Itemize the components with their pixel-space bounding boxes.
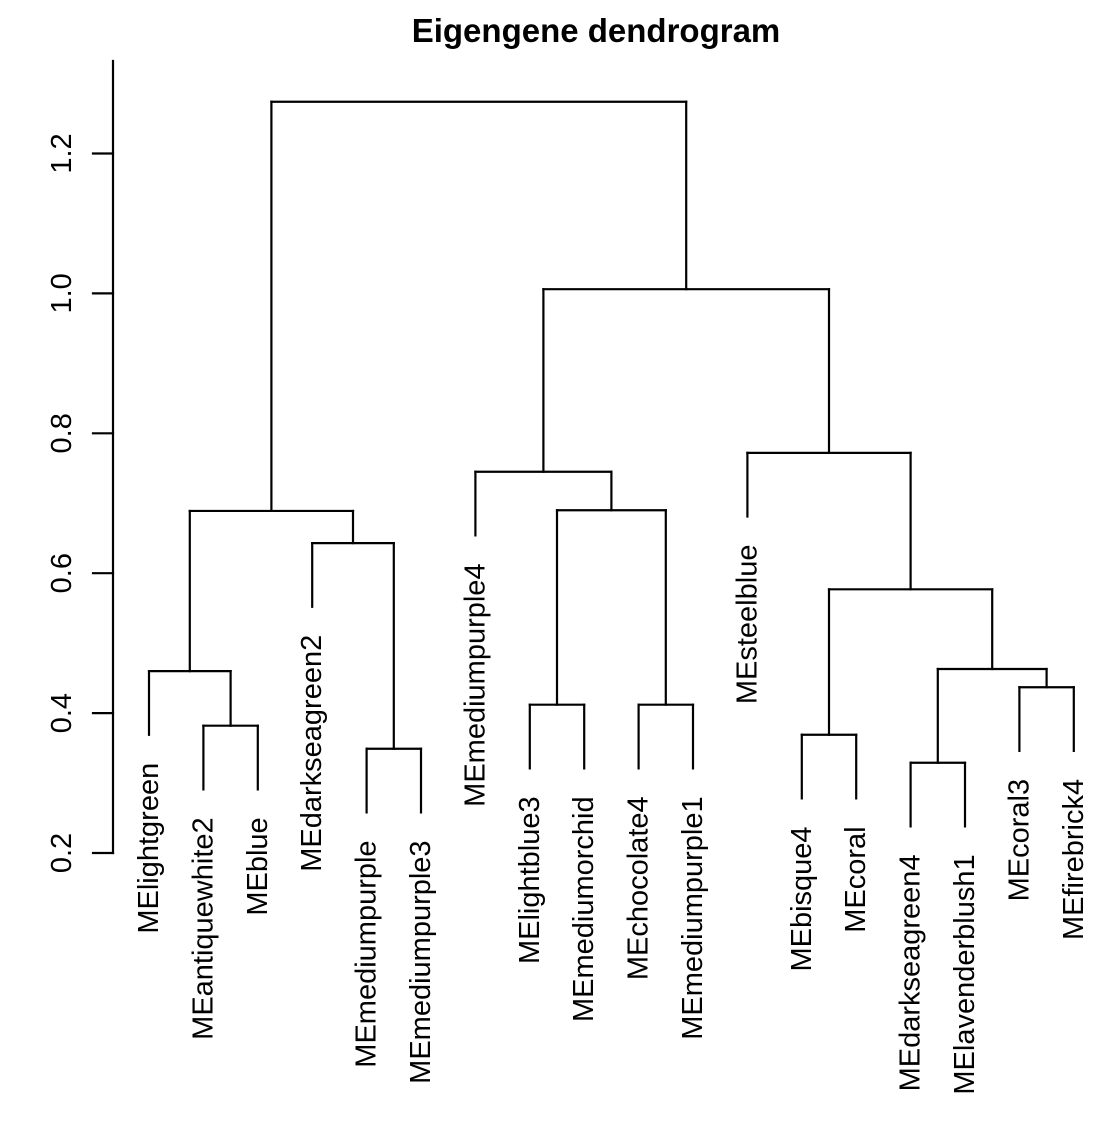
leaf-label: MEmediumpurple1 [677, 796, 709, 1039]
leaf-label: MEdarkseagreen2 [296, 635, 328, 872]
y-axis-tick-label: 1.0 [46, 273, 78, 313]
leaf-label: MElightgreen [133, 763, 165, 934]
leaf-label: MEmediumpurple3 [405, 840, 437, 1083]
leaf-label: MElavenderblush1 [949, 854, 981, 1094]
leaf-label: MEfirebrick4 [1058, 779, 1090, 940]
leaf-label: MElightblue3 [514, 796, 546, 964]
leaf-label: MEbisque4 [786, 826, 818, 971]
y-axis-tick-label: 0.8 [46, 413, 78, 453]
y-axis-tick-label: 0.4 [46, 693, 78, 733]
leaf-label: MEchocolate4 [623, 796, 655, 980]
leaf-label: MEsteelblue [731, 545, 763, 705]
leaf-label: MEdarkseagreen4 [895, 854, 927, 1091]
chart-title: Eigengene dendrogram [412, 12, 781, 49]
leaf-label: MEcoral3 [1003, 779, 1035, 902]
leaf-label: MEmediumpurple [351, 840, 383, 1067]
leaf-label: MEcoral [840, 826, 872, 932]
leaf-label: MEblue [242, 817, 274, 915]
leaf-label: MEmediumpurple4 [459, 563, 491, 806]
leaf-label: MEantiquewhite2 [187, 817, 219, 1039]
leaf-label: MEmediumorchid [568, 796, 600, 1022]
y-axis-tick-label: 0.2 [46, 833, 78, 873]
y-axis-tick-label: 1.2 [46, 133, 78, 173]
y-axis-tick-label: 0.6 [46, 553, 78, 593]
